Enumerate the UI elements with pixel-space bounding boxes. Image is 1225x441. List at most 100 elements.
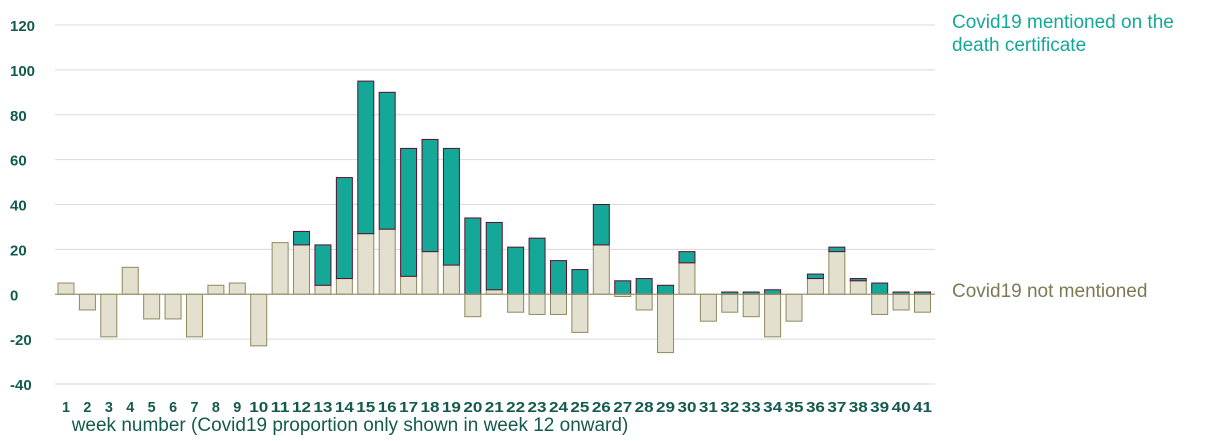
bar-not-mentioned-week-5	[143, 293, 161, 320]
bar-not-mentioned-week-34	[764, 293, 782, 338]
x-tick-label: 16	[378, 399, 397, 416]
bar-covid-mentioned-week-39	[871, 282, 889, 295]
bar-not-mentioned-week-22	[507, 293, 525, 313]
bar-not-mentioned-week-14	[335, 278, 353, 295]
bar-covid-mentioned-week-20	[464, 217, 482, 295]
bar-covid-mentioned-week-23	[528, 237, 546, 295]
bar-covid-mentioned-week-12	[293, 230, 311, 246]
bar-not-mentioned-week-30	[678, 262, 696, 295]
bars	[57, 80, 931, 354]
x-tick-label: 27	[613, 399, 632, 416]
x-tick-label: 10	[249, 399, 268, 416]
bar-covid-mentioned-week-21	[485, 221, 503, 291]
x-tick-label: 1	[62, 399, 70, 416]
bar-not-mentioned-week-20	[464, 293, 482, 318]
bar-covid-mentioned-week-25	[571, 269, 589, 295]
x-tick-label: 41	[913, 399, 932, 416]
x-axis-label: week number (Covid19 proportion only sho…	[71, 415, 629, 436]
x-tick-label: 6	[169, 399, 177, 416]
bar-not-mentioned-week-41	[914, 293, 931, 313]
x-tick-label: 17	[399, 399, 418, 416]
bar-covid-mentioned-week-13	[314, 244, 332, 286]
bar-not-mentioned-week-4	[121, 266, 139, 295]
x-tick-label: 18	[421, 399, 440, 416]
bar-covid-mentioned-week-17	[400, 147, 418, 277]
bar-not-mentioned-week-8	[207, 284, 225, 295]
bar-not-mentioned-week-16	[378, 228, 396, 295]
bar-not-mentioned-week-26	[592, 244, 610, 295]
x-tick-label: 8	[212, 399, 220, 416]
x-tick-label: 31	[699, 399, 718, 416]
x-tick-label: 15	[356, 399, 375, 416]
legend-covid-not-mentioned: Covid19 not mentioned	[952, 281, 1148, 302]
bar-not-mentioned-week-17	[400, 275, 418, 295]
bar-covid-mentioned-week-18	[421, 138, 439, 253]
x-tick-label: 32	[720, 399, 739, 416]
y-axis-tick-labels: 120 100 80 60 40 20 0 -20 -40	[10, 18, 35, 394]
bar-not-mentioned-week-36	[806, 278, 824, 295]
bar-not-mentioned-week-35	[785, 293, 803, 322]
bar-not-mentioned-week-11	[271, 242, 289, 295]
bar-not-mentioned-week-18	[421, 251, 439, 295]
bar-not-mentioned-week-3	[100, 293, 118, 338]
x-tick-label: 26	[592, 399, 611, 416]
x-tick-label: 14	[335, 399, 355, 416]
bar-not-mentioned-week-33	[742, 293, 760, 318]
bar-covid-mentioned-week-24	[549, 260, 567, 295]
bar-not-mentioned-week-32	[721, 293, 739, 313]
x-tick-label: 35	[785, 399, 804, 416]
x-tick-label: 7	[190, 399, 198, 416]
bar-not-mentioned-week-38	[849, 280, 867, 295]
bar-covid-mentioned-week-34	[764, 289, 782, 295]
x-tick-label: 19	[442, 399, 461, 416]
bar-covid-mentioned-week-36	[806, 273, 824, 280]
bar-covid-mentioned-week-38	[849, 278, 867, 282]
x-tick-label: 5	[148, 399, 156, 416]
y-tick-label: 100	[10, 63, 35, 80]
bar-not-mentioned-week-2	[78, 293, 96, 311]
x-tick-label: 12	[292, 399, 311, 416]
x-tick-label: 13	[313, 399, 332, 416]
bar-not-mentioned-week-25	[571, 293, 589, 333]
x-tick-label: 33	[742, 399, 761, 416]
bar-covid-mentioned-week-27	[614, 280, 632, 295]
bar-covid-mentioned-week-19	[442, 147, 460, 266]
x-tick-label: 39	[870, 399, 889, 416]
bar-not-mentioned-week-12	[293, 244, 311, 295]
bar-not-mentioned-week-31	[699, 293, 717, 322]
y-tick-label: -40	[10, 377, 32, 394]
x-tick-label: 37	[827, 399, 846, 416]
y-tick-label: 20	[10, 242, 27, 259]
x-axis-tick-labels: 1 2 3 4 5 6 7 8 9 10 11 12 13 14 15 16 17 18 19 20 21 22 23 24 2…	[62, 399, 932, 416]
bar-not-mentioned-week-6	[164, 293, 182, 320]
bar-covid-mentioned-week-15	[357, 80, 375, 235]
x-tick-label: 40	[892, 399, 911, 416]
bar-not-mentioned-week-10	[250, 293, 268, 347]
x-tick-label: 20	[463, 399, 482, 416]
y-tick-label: 60	[10, 153, 27, 170]
bar-not-mentioned-week-37	[828, 251, 846, 295]
bar-not-mentioned-week-7	[185, 293, 203, 338]
x-tick-label: 11	[271, 399, 290, 416]
x-tick-label: 34	[763, 399, 783, 416]
x-tick-label: 28	[635, 399, 654, 416]
x-tick-label: 4	[126, 399, 135, 416]
bar-not-mentioned-week-23	[528, 293, 546, 315]
bar-not-mentioned-week-28	[635, 293, 653, 311]
legend-covid-mentioned: Covid19 mentioned on the death certifica…	[952, 12, 1174, 56]
bar-covid-mentioned-week-16	[378, 91, 396, 230]
x-tick-label: 21	[485, 399, 504, 416]
x-tick-label: 38	[849, 399, 868, 416]
x-tick-label: 24	[549, 399, 569, 416]
x-tick-label: 9	[233, 399, 241, 416]
x-tick-label: 29	[656, 399, 675, 416]
y-tick-label: 0	[10, 287, 18, 304]
bar-not-mentioned-week-13	[314, 284, 332, 295]
bar-not-mentioned-week-29	[657, 293, 675, 354]
y-tick-label: 40	[10, 198, 27, 215]
bar-not-mentioned-week-1	[57, 282, 75, 295]
bar-not-mentioned-week-40	[892, 293, 910, 311]
x-tick-label: 23	[528, 399, 547, 416]
x-tick-label: 25	[570, 399, 589, 416]
